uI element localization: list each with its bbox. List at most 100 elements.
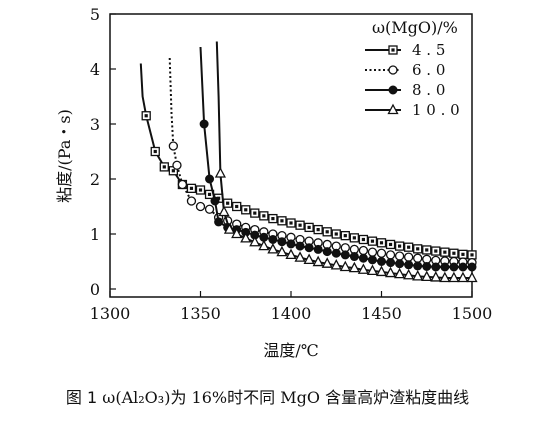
data-point-center [253, 211, 257, 215]
data-point [204, 204, 215, 214]
data-point-center [352, 236, 356, 240]
legend-marker [387, 103, 399, 115]
data-point-center [244, 208, 248, 212]
data-point [439, 271, 451, 283]
data-point [172, 160, 182, 170]
data-point [357, 263, 369, 274]
data-point [330, 258, 342, 270]
data-point [412, 269, 424, 281]
data-point [430, 271, 442, 282]
data-point [403, 268, 415, 280]
legend-label: 1 0 . 0 [412, 101, 460, 119]
x-axis-label: 温度/℃ [263, 341, 318, 360]
data-point [431, 262, 441, 272]
data-point [321, 257, 333, 268]
data-point [304, 243, 314, 253]
legend-label: 6 . 0 [412, 61, 445, 79]
data-point-center [235, 204, 239, 209]
data-point-center [217, 196, 221, 200]
data-point [258, 239, 270, 251]
data-point-center [370, 239, 375, 243]
series-group [139, 41, 478, 283]
data-point [348, 261, 360, 273]
y-tick-label: 2 [90, 170, 100, 189]
data-point [466, 271, 478, 283]
x-tick-label: 1300 [90, 304, 131, 323]
y-tick-label: 1 [90, 225, 100, 244]
data-point [448, 271, 460, 283]
caption-value: 16% [191, 388, 228, 407]
data-point-center [153, 149, 157, 154]
y-tick-label: 5 [90, 5, 100, 24]
data-point [177, 179, 188, 190]
data-point-center [343, 234, 347, 238]
data-point-center [280, 219, 284, 223]
x-tick-label: 1450 [361, 304, 402, 323]
data-point [205, 174, 215, 184]
data-point [394, 267, 406, 279]
data-point [385, 250, 396, 260]
data-point-center [189, 186, 194, 190]
data-point [199, 119, 209, 129]
legend-label: 4 . 5 [412, 41, 445, 59]
figure-caption: 图 1 ω(Al₂O₃)为 16%时不同 MgO 含量高炉渣粘度曲线 [0, 384, 535, 408]
data-point-center [307, 225, 311, 229]
data-point [210, 196, 220, 206]
data-point [395, 259, 405, 269]
data-point-center [162, 165, 166, 169]
data-point-center [425, 248, 429, 252]
data-point [413, 253, 423, 263]
data-point [349, 252, 359, 262]
data-point [214, 217, 224, 227]
data-point [195, 201, 206, 212]
data-point [303, 253, 315, 264]
caption-prefix: 图 1 [65, 388, 98, 407]
data-point-center [461, 252, 465, 256]
data-point-center [361, 237, 365, 242]
data-point [377, 257, 386, 266]
data-point-center [388, 242, 393, 247]
data-point [404, 260, 414, 270]
data-point [403, 252, 414, 262]
data-point [339, 260, 351, 272]
data-point [267, 243, 279, 254]
data-point [218, 205, 230, 217]
data-point-center [144, 114, 148, 118]
data-point [168, 141, 179, 151]
data-point [376, 248, 387, 258]
data-point [313, 244, 323, 254]
data-point [249, 235, 261, 247]
caption-omega: ω(Al₂O₃) [102, 388, 171, 407]
data-point [367, 255, 377, 265]
data-point [440, 262, 450, 272]
data-point [340, 250, 350, 260]
y-axis-label: 粘度/(Pa・s) [55, 109, 74, 203]
data-point [457, 271, 469, 283]
data-point-center [226, 201, 230, 205]
caption-for: 为 [170, 388, 187, 407]
data-point [286, 239, 296, 249]
data-point-center [379, 241, 384, 245]
data-point [449, 262, 459, 272]
data-point [322, 247, 332, 257]
data-point-center [207, 192, 212, 196]
y-tick-label: 3 [90, 115, 100, 134]
data-point [231, 227, 243, 239]
data-point-center [271, 217, 275, 221]
legend: ω(MgO)/% 4 . 5 6 . 0 8 . 0 1 0 . 0 [365, 18, 460, 119]
data-point [268, 235, 278, 244]
data-point-center [289, 221, 293, 225]
data-point [331, 248, 341, 258]
data-point [367, 247, 378, 257]
caption-text: 时不同 [227, 388, 276, 407]
legend-marker [388, 65, 398, 75]
caption-mgo: MgO [280, 388, 320, 407]
y-tick-label: 0 [90, 280, 100, 299]
data-point [294, 251, 306, 262]
data-point-center [398, 244, 402, 248]
data-point [458, 262, 468, 272]
data-point-center [334, 232, 338, 236]
data-point [413, 261, 423, 271]
data-point [358, 245, 369, 256]
data-point [276, 245, 288, 257]
